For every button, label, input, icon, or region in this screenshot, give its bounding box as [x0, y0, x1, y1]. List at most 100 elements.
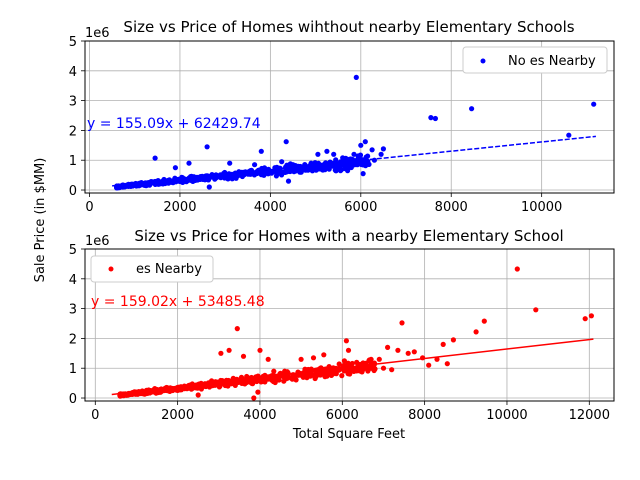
- top-data-point: [186, 160, 192, 166]
- bottom-cloud-point: [252, 378, 258, 384]
- bottom-cloud-point: [270, 378, 276, 385]
- top-cloud-point: [170, 180, 176, 186]
- top-data-point: [369, 147, 375, 153]
- top-y-tick-label: 1: [69, 154, 77, 169]
- top-data-point: [290, 162, 296, 168]
- bottom-scatter-plot: Size vs Price for Homes with a nearby El…: [69, 227, 615, 423]
- bottom-data-point: [395, 347, 401, 353]
- top-cloud-point: [291, 169, 297, 175]
- bottom-x-tick-label: 2000: [161, 408, 194, 423]
- bottom-chart-legend: es Nearby: [90, 255, 214, 283]
- bottom-cloud-point: [312, 375, 318, 382]
- bottom-data-point: [385, 344, 391, 350]
- top-data-point: [204, 144, 210, 150]
- bottom-cloud-point: [336, 361, 342, 367]
- bottom-data-point: [298, 356, 304, 362]
- bottom-data-point: [240, 353, 247, 359]
- bottom-chart-points: [117, 266, 595, 401]
- bottom-cloud-point: [145, 390, 151, 396]
- bottom-data-point: [389, 367, 395, 373]
- top-data-point: [358, 160, 364, 166]
- bottom-data-point: [354, 359, 360, 365]
- bottom-data-point: [321, 352, 327, 358]
- top-data-point: [340, 155, 346, 161]
- top-data-point: [337, 168, 344, 174]
- top-y-tick-label: 5: [69, 35, 77, 50]
- top-cloud-point: [365, 161, 371, 167]
- bottom-y-tick-label: 1: [69, 362, 77, 377]
- top-data-point: [591, 101, 597, 107]
- bottom-cloud-point: [347, 371, 353, 377]
- bottom-cloud-point: [345, 360, 351, 366]
- top-data-point: [227, 160, 233, 166]
- bottom-data-point: [195, 392, 201, 398]
- bottom-data-point: [434, 356, 440, 362]
- top-data-point: [331, 151, 337, 157]
- bottom-x-tick-label: 8000: [408, 408, 441, 423]
- bottom-data-point: [405, 350, 411, 356]
- top-cloud-point: [365, 153, 371, 159]
- bottom-data-point: [368, 356, 374, 362]
- bottom-chart-equation: y = 159.02x + 53485.48: [91, 294, 265, 310]
- top-x-tick-label: 0: [85, 200, 93, 215]
- bottom-cloud-point: [171, 387, 177, 393]
- top-data-point: [380, 146, 386, 152]
- bottom-data-point: [399, 320, 405, 326]
- bottom-data-point: [282, 368, 288, 374]
- top-cloud-point: [193, 176, 200, 182]
- bottom-cloud-point: [339, 373, 345, 379]
- top-chart-legend: No es Nearby: [462, 46, 608, 74]
- top-cloud-point: [309, 166, 315, 172]
- bottom-cloud-point: [308, 366, 314, 372]
- bottom-y-tick-label: 4: [69, 273, 77, 288]
- bottom-data-point: [588, 313, 595, 319]
- bottom-data-point: [255, 389, 261, 395]
- bottom-chart-ticks: 0 2000 4000 6000 8000 10000 12000 0 1 2 3 4 5: [69, 243, 610, 423]
- top-data-point: [172, 165, 178, 171]
- top-legend-label: No es Nearby: [508, 54, 596, 69]
- top-cloud-point: [282, 169, 288, 175]
- bottom-y-tick-label: 2: [69, 332, 77, 347]
- top-cloud-point: [203, 176, 209, 182]
- top-data-point: [279, 159, 285, 165]
- top-data-point: [308, 160, 314, 166]
- bottom-legend-marker: [108, 266, 114, 272]
- bottom-x-tick-label: 4000: [243, 408, 276, 423]
- bottom-cloud-point: [265, 376, 271, 382]
- bottom-x-tick-label: 0: [91, 408, 99, 423]
- bottom-data-point: [426, 362, 432, 368]
- top-data-point: [206, 184, 212, 190]
- top-chart-y-offset: 1e6: [85, 26, 110, 41]
- top-data-point: [378, 151, 384, 157]
- top-cloud-point: [273, 173, 279, 179]
- bottom-data-point: [360, 367, 366, 373]
- bottom-cloud-point: [276, 377, 282, 383]
- top-cloud-point: [239, 171, 245, 177]
- bottom-chart-y-offset: 1e6: [85, 234, 110, 249]
- bottom-data-point: [310, 355, 317, 361]
- top-cloud-point: [245, 171, 251, 177]
- top-y-tick-label: 3: [69, 95, 77, 110]
- top-cloud-point: [213, 175, 219, 181]
- bottom-data-point: [345, 347, 352, 353]
- bottom-cloud-point: [306, 372, 312, 378]
- bottom-data-point: [582, 316, 588, 322]
- bottom-cloud-point: [271, 368, 277, 374]
- bottom-chart-title: Size vs Price for Homes with a nearby El…: [134, 227, 563, 245]
- top-data-point: [432, 115, 438, 122]
- top-cloud-point: [136, 183, 142, 189]
- top-chart-regression: [112, 135, 596, 187]
- top-data-point: [362, 139, 368, 145]
- top-chart-ticks: 0 2000 4000 6000 8000 10000 0 1 2 3 4 5: [69, 35, 563, 215]
- top-data-point: [566, 132, 572, 138]
- bottom-data-point: [481, 318, 487, 324]
- bottom-cloud-point: [281, 378, 287, 384]
- bottom-data-point: [473, 329, 479, 335]
- top-data-point: [349, 162, 355, 168]
- top-data-point: [315, 151, 321, 157]
- bottom-chart-frame: [84, 248, 615, 402]
- top-data-point: [252, 162, 258, 168]
- top-y-tick-label: 4: [69, 65, 77, 80]
- bottom-data-point: [411, 349, 417, 355]
- top-chart-title: Size vs Price of Homes wihthout nearby E…: [123, 18, 574, 36]
